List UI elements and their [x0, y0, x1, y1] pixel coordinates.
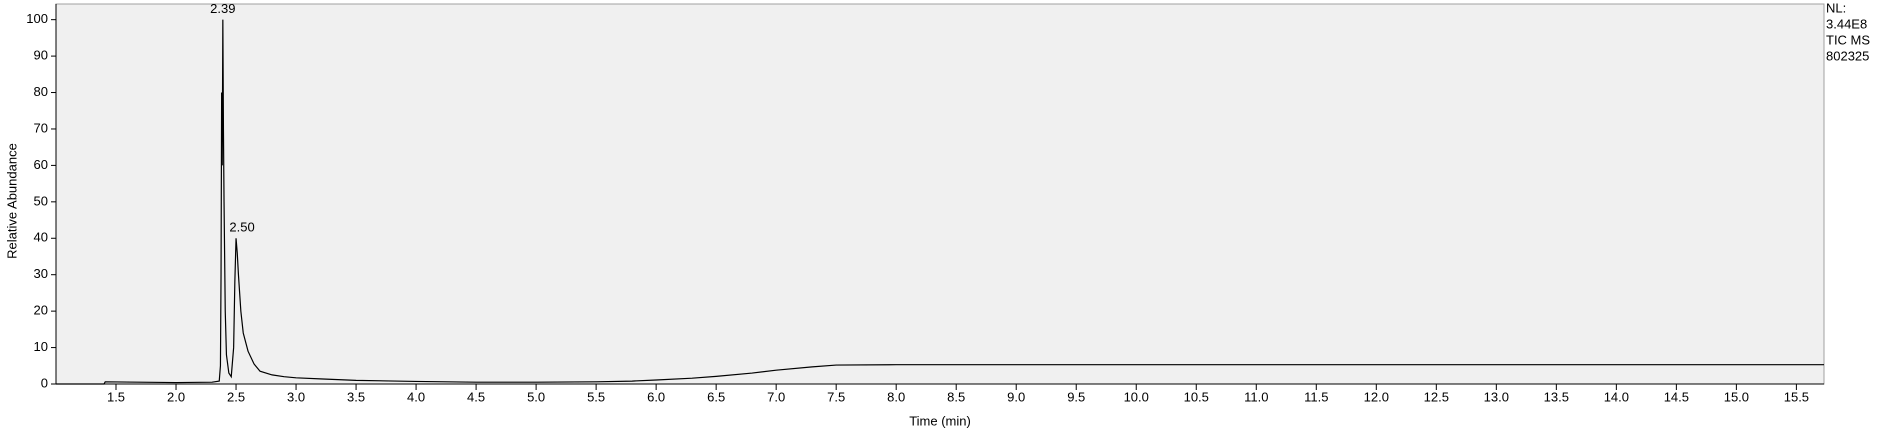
x-tick-label: 9.0: [1007, 389, 1025, 404]
y-tick-label: 20: [34, 303, 48, 318]
y-tick-label: 100: [26, 11, 48, 26]
x-tick-label: 4.5: [467, 389, 485, 404]
x-axis-title: Time (min): [909, 413, 971, 428]
x-tick-label: 5.5: [587, 389, 605, 404]
info-text: TIC MS: [1826, 32, 1870, 47]
x-tick-label: 7.5: [827, 389, 845, 404]
x-tick-label: 14.0: [1604, 389, 1629, 404]
x-tick-label: 13.5: [1544, 389, 1569, 404]
x-tick-label: 12.5: [1424, 389, 1449, 404]
x-tick-label: 12.0: [1364, 389, 1389, 404]
x-tick-label: 4.0: [407, 389, 425, 404]
x-tick-label: 11.0: [1244, 389, 1268, 404]
trace-line: [56, 19, 1824, 385]
peak-label: 2.39: [210, 1, 235, 16]
y-tick-label: 90: [34, 48, 48, 63]
y-tick-label: 50: [34, 193, 48, 208]
x-tick-label: 10.5: [1184, 389, 1209, 404]
x-tick-label: 13.0: [1484, 389, 1509, 404]
x-tick-label: 8.5: [947, 389, 965, 404]
y-tick-label: 70: [34, 120, 48, 135]
x-tick-label: 9.5: [1067, 389, 1085, 404]
y-tick-label: 80: [34, 84, 48, 99]
y-axis-title: Relative Abundance: [4, 143, 19, 259]
x-tick-label: 2.0: [167, 389, 185, 404]
x-tick-label: 3.5: [347, 389, 365, 404]
x-tick-label: 2.5: [227, 389, 245, 404]
x-tick-label: 15.0: [1724, 389, 1749, 404]
info-text: 802325: [1826, 48, 1869, 63]
x-tick-label: 8.0: [887, 389, 905, 404]
plot-area: [55, 3, 1825, 385]
y-tick-label: 40: [34, 230, 48, 245]
x-tick-label: 10.0: [1124, 389, 1149, 404]
y-tick-label: 60: [34, 157, 48, 172]
x-tick-label: 3.0: [287, 389, 305, 404]
info-text: NL:: [1826, 0, 1846, 15]
info-text: 3.44E8: [1826, 16, 1867, 31]
y-tick-label: 10: [34, 339, 48, 354]
x-tick-label: 5.0: [527, 389, 545, 404]
x-tick-label: 14.5: [1664, 389, 1689, 404]
x-tick-label: 6.0: [647, 389, 665, 404]
y-tick-label: 30: [34, 266, 48, 281]
x-tick-label: 1.5: [107, 389, 125, 404]
x-tick-label: 11.5: [1304, 389, 1328, 404]
x-tick-label: 6.5: [707, 389, 725, 404]
x-tick-label: 15.5: [1784, 389, 1809, 404]
peak-label: 2.50: [229, 220, 254, 235]
y-tick-label: 0: [41, 375, 48, 390]
x-tick-label: 7.0: [767, 389, 785, 404]
